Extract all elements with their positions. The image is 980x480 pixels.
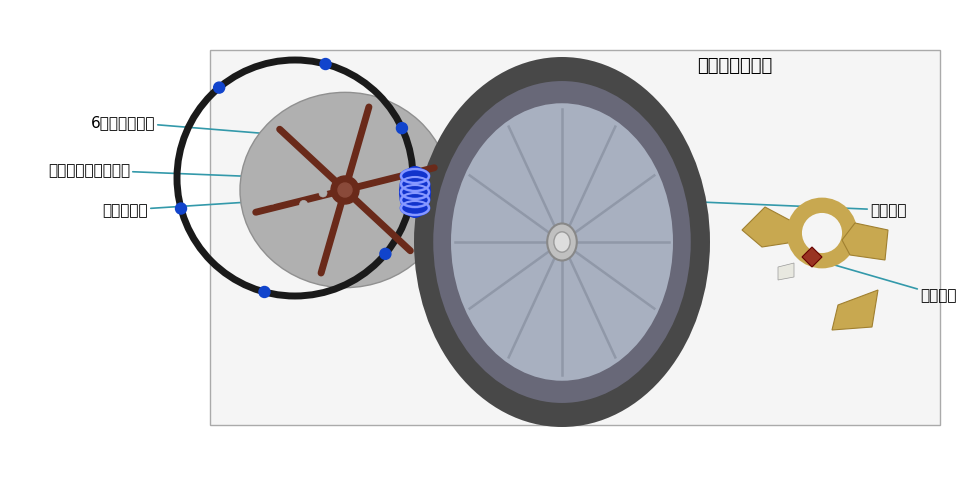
Text: ホイール: ホイール <box>703 203 906 218</box>
Circle shape <box>269 182 276 191</box>
Circle shape <box>300 178 308 186</box>
Ellipse shape <box>401 169 429 184</box>
Circle shape <box>338 184 352 198</box>
Ellipse shape <box>240 93 450 288</box>
Text: 分解イメージ図: 分解イメージ図 <box>698 57 772 75</box>
Polygon shape <box>802 248 822 267</box>
Circle shape <box>300 201 308 209</box>
Circle shape <box>214 83 224 94</box>
Ellipse shape <box>451 104 673 381</box>
Text: ハンドリム: ハンドリム <box>102 201 277 218</box>
Circle shape <box>319 190 327 198</box>
Ellipse shape <box>401 193 429 207</box>
FancyBboxPatch shape <box>210 51 940 425</box>
Ellipse shape <box>401 186 429 200</box>
Polygon shape <box>742 207 795 248</box>
Ellipse shape <box>788 200 856 267</box>
Ellipse shape <box>401 178 429 192</box>
Circle shape <box>397 123 408 134</box>
Circle shape <box>269 197 276 204</box>
Text: 6軸力センサー: 6軸力センサー <box>90 115 342 141</box>
Circle shape <box>331 177 359 204</box>
Ellipse shape <box>803 215 841 252</box>
Ellipse shape <box>433 82 691 403</box>
Circle shape <box>380 249 391 260</box>
Text: ハンドリムプレート: ハンドリムプレート <box>48 163 337 180</box>
Circle shape <box>259 287 270 298</box>
Ellipse shape <box>401 202 429 216</box>
Ellipse shape <box>554 232 570 252</box>
Ellipse shape <box>414 58 710 427</box>
Polygon shape <box>778 264 794 280</box>
Polygon shape <box>832 290 878 330</box>
Text: センサー: センサー <box>803 256 956 303</box>
Ellipse shape <box>399 167 431 218</box>
Circle shape <box>320 60 331 71</box>
Polygon shape <box>842 224 888 261</box>
Ellipse shape <box>547 224 577 261</box>
Circle shape <box>175 204 186 215</box>
